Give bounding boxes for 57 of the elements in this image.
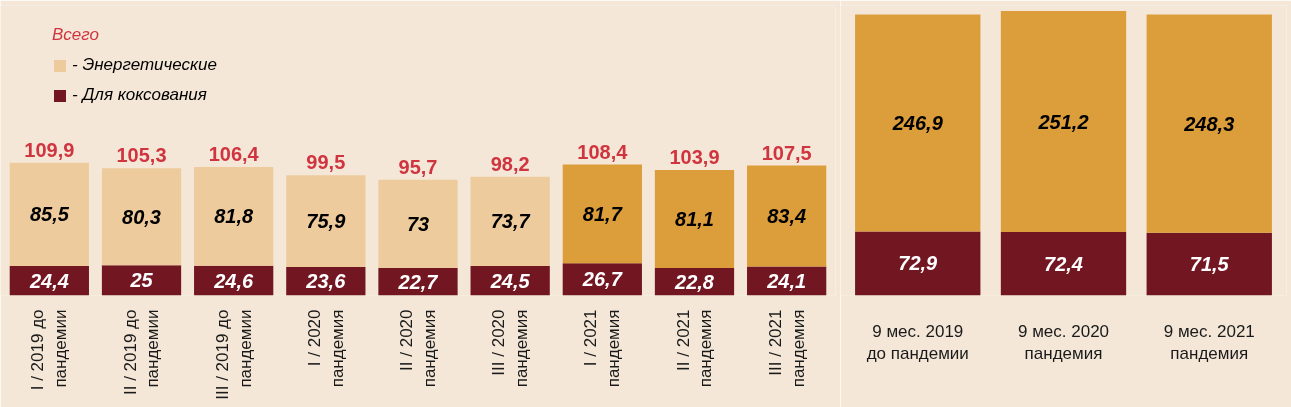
bar [855,231,981,296]
bar [286,175,366,267]
data-label: 26,7 [581,268,623,291]
data-label: 80,3 [122,205,161,228]
legend-label: - Для коксования [72,85,207,105]
x-tick-label: I / 2019 до пандемии [28,309,71,391]
data-label: 22,7 [397,270,439,293]
data-label: 246,9 [891,111,944,134]
bar [1146,14,1272,233]
bar [378,179,458,269]
total-label: 95,7 [398,155,438,178]
bar [470,176,550,266]
bar [101,168,182,266]
bar [562,164,642,264]
data-label: 24,6 [213,269,255,292]
data-label: 73,7 [490,210,531,233]
data-label: 81,7 [582,202,623,225]
bar [855,14,981,232]
data-label: 24,4 [28,269,69,292]
data-label: 72,9 [898,252,939,275]
data-label: 248,3 [1183,112,1235,135]
total-label: 106,4 [208,142,260,165]
data-label: 85,5 [29,203,70,226]
bar [101,265,182,296]
data-label: 24,5 [489,269,531,292]
data-label: 72,4 [1044,252,1083,275]
bar [1000,231,1127,296]
x-tick-label: 9 мес. 2020 пандемия [1017,321,1110,364]
total-label: 99,5 [306,151,346,174]
bar [1146,232,1272,296]
x-tick-label: 9 мес. 2019 до пандемии [866,321,969,364]
data-label: 81,8 [214,205,255,228]
data-label: 22,8 [674,270,715,293]
total-label: 109,9 [24,138,75,161]
data-label: 75,9 [306,210,347,233]
bar [747,165,827,267]
x-tick-label: I / 2020 пандемия [304,309,347,388]
legend-title: Всего [52,25,100,45]
data-label: 23,6 [305,270,347,293]
data-label: 251,2 [1037,110,1089,133]
bar [194,166,274,266]
data-label: 24,1 [766,269,807,292]
total-label: 105,3 [116,144,167,167]
data-label: 25 [129,269,154,292]
total-label: 98,2 [490,152,530,175]
bar [654,169,735,268]
total-label: 107,5 [761,141,812,164]
bar [9,162,89,267]
legend-label: - Энергетические [72,55,218,75]
data-label: 73 [406,212,430,235]
total-label: 108,4 [577,140,629,163]
total-label: 103,9 [669,145,720,168]
data-label: 83,4 [767,204,807,227]
data-label: 71,5 [1189,253,1230,276]
x-tick-label: 9 мес. 2021 пандемия [1163,321,1255,364]
bar [1000,11,1127,232]
data-label: 81,1 [675,207,714,230]
